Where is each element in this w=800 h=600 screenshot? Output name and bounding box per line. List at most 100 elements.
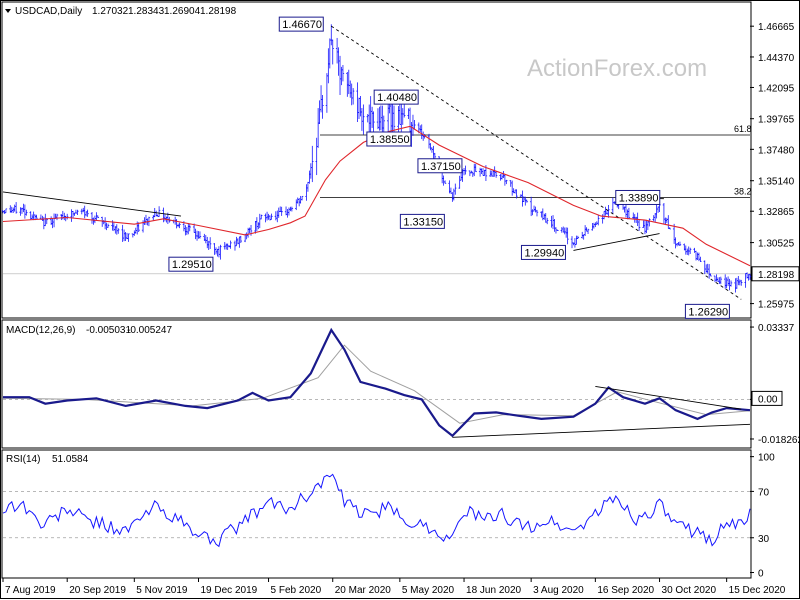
macd-last-box <box>751 390 783 406</box>
ohlc-bar <box>709 273 712 277</box>
swing-label-box <box>417 158 463 174</box>
macd-trendline <box>452 423 751 438</box>
fib-level-label: 61.8 <box>734 124 752 134</box>
swing-label: 1.26290 <box>684 303 730 319</box>
swing-label-text: 1.38550 <box>370 134 410 146</box>
ohlc-bar <box>86 209 89 217</box>
ohlc-bar <box>178 222 181 229</box>
ohlc-bar <box>270 213 273 220</box>
ohlc-bar <box>76 209 79 215</box>
rsi-axis-label: 30 <box>758 534 770 545</box>
ohlc-bar <box>4 208 8 214</box>
last-price-box <box>751 266 800 282</box>
ohlc-bar <box>117 228 120 234</box>
macd-value: -0.005031 <box>86 325 131 336</box>
ohlc-bar <box>699 256 702 262</box>
swing-label-text: 1.46670 <box>282 19 322 31</box>
swing-label-box <box>684 303 730 319</box>
macd-axis-label: 0.03337 <box>758 323 795 334</box>
swing-label-text: 1.40480 <box>377 92 417 104</box>
collapse-triangle-icon <box>5 9 11 13</box>
x-axis-label: 18 Jun 2020 <box>466 585 521 596</box>
ohlc-bar <box>688 247 692 254</box>
price-trendline <box>2 191 182 217</box>
macd-line <box>3 327 751 438</box>
swing-label: 1.38550 <box>366 131 412 147</box>
ohlc-bar <box>740 279 743 286</box>
ohlc-bar <box>208 237 212 249</box>
ohlc-bar <box>525 199 528 203</box>
ohlc-low: 1.26904 <box>164 6 201 17</box>
ohlc-bar <box>566 227 569 245</box>
x-axis-label: 20 Mar 2020 <box>335 585 392 596</box>
price-trendline <box>573 233 660 251</box>
ohlc-bar <box>25 209 28 216</box>
ohlc-bar <box>127 233 130 242</box>
ohlc-bar <box>331 39 334 65</box>
ohlc-bar <box>515 189 518 199</box>
ohlc-bar <box>464 165 467 175</box>
ohlc-bar <box>668 227 671 230</box>
rsi-title: RSI(14) <box>6 454 40 465</box>
x-axis-label: 20 Sep 2019 <box>69 585 126 596</box>
ohlc-bar <box>260 214 263 220</box>
ohlc-bar <box>229 240 232 249</box>
ohlc-bar <box>443 180 447 184</box>
ohlc-bar <box>607 205 610 218</box>
macd-trendline <box>595 385 742 410</box>
rsi-line <box>2 473 751 548</box>
swing-label-box <box>373 89 419 105</box>
watermark: ActionForex.com <box>527 55 707 82</box>
swing-label-box <box>168 256 214 272</box>
ohlc-bar <box>290 206 294 212</box>
ohlc-bar <box>576 235 580 239</box>
ohlc-high: 1.28343 <box>128 6 165 17</box>
price-axis-label: 1.39765 <box>758 115 795 126</box>
fib-level-label: 38.2 <box>734 186 752 196</box>
ohlc-bar <box>96 215 100 219</box>
ohlc-bar <box>403 103 406 118</box>
swing-label-box <box>520 244 566 260</box>
swing-label-text: 1.29510 <box>172 259 212 271</box>
swing-label-box <box>399 213 445 229</box>
ohlc-bar <box>35 214 38 219</box>
price-axis-label: 1.35140 <box>758 177 795 188</box>
ohlc-bar <box>372 111 375 136</box>
ohlc-bar <box>280 206 283 216</box>
ohlc-bar <box>362 104 365 135</box>
x-axis-label: 19 Dec 2019 <box>201 585 258 596</box>
price-axis-label: 1.37480 <box>758 145 795 156</box>
swing-label: 1.40480 <box>373 89 419 105</box>
x-axis-label: 3 Aug 2020 <box>533 585 584 596</box>
macd-title: MACD(12,26,9) <box>6 325 75 336</box>
macd-axis-label: -0.018262 <box>758 435 800 446</box>
ohlc-open: 1.27032 <box>92 6 129 17</box>
x-axis-label: 15 Dec 2020 <box>729 585 786 596</box>
ohlc-bar <box>648 218 651 227</box>
ohlc-bar <box>597 214 600 226</box>
last-price-label: 1.28198 <box>758 270 795 281</box>
price-trendline <box>331 25 742 300</box>
x-axis-label: 5 May 2020 <box>402 585 455 596</box>
price-title: USDCAD,Daily <box>15 6 82 17</box>
ohlc-bar <box>474 163 477 173</box>
swing-label-text: 1.29940 <box>524 247 564 259</box>
macd-signal-line <box>2 344 751 424</box>
ohlc-bar <box>219 244 222 260</box>
ohlc-bar <box>719 276 723 285</box>
ohlc-bar <box>157 206 161 217</box>
price-axis-label: 1.46665 <box>758 22 795 33</box>
ohlc-bar <box>311 145 314 183</box>
ohlc-bar <box>106 223 110 228</box>
moving-average-line <box>2 125 751 267</box>
ohlc-close: 1.28198 <box>200 6 237 17</box>
price-axis-label: 1.30525 <box>758 239 795 250</box>
ohlc-bar <box>627 207 631 220</box>
price-axis-label: 1.42095 <box>758 83 795 94</box>
swing-label-text: 1.33890 <box>619 192 659 204</box>
rsi-axis-label: 0 <box>758 569 764 580</box>
swing-label: 1.29510 <box>168 256 214 272</box>
price-header: USDCAD,Daily 1.27032 1.28343 1.26904 1.2… <box>5 6 237 17</box>
